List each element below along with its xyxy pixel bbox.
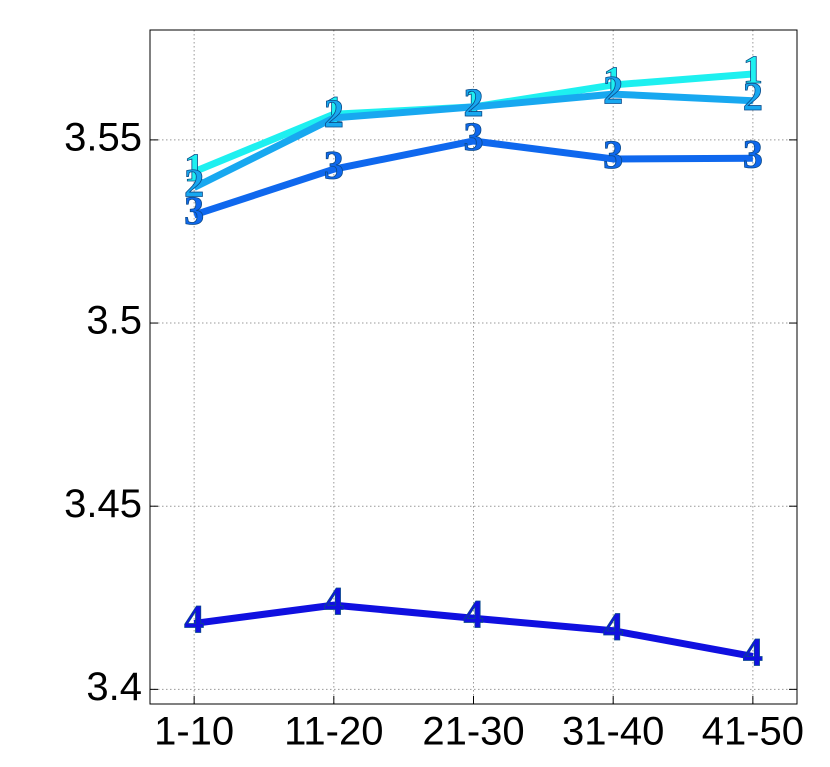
- y-tick-label: 3.5: [86, 299, 142, 343]
- y-tick-label: 3.55: [64, 115, 142, 159]
- y-tick-label: 3.4: [86, 665, 142, 709]
- x-tick-label: 31-40: [562, 710, 664, 754]
- series: 2 2 2 2 2: [184, 67, 764, 206]
- point-marker: 3: [324, 142, 344, 187]
- series-line: [193, 137, 753, 219]
- point-marker: 2: [464, 80, 484, 125]
- point-marker: 2: [743, 74, 763, 119]
- point-marker: 3: [184, 188, 204, 233]
- point-marker: 2: [184, 161, 204, 206]
- series: 4 4 4 4 4: [184, 578, 764, 675]
- x-tick-label: 21-30: [422, 710, 524, 754]
- x-tick-label: 41-50: [702, 710, 804, 754]
- series-line: [193, 601, 754, 660]
- point-marker: 4: [184, 597, 204, 642]
- point-marker: 2: [603, 67, 623, 112]
- series: 3 3 3 3 3: [184, 114, 764, 234]
- point-marker: 3: [603, 132, 623, 177]
- x-tick-label: 11-20: [284, 710, 383, 754]
- point-marker: 4: [464, 591, 484, 636]
- point-marker: 1: [184, 145, 204, 190]
- point-marker: 1: [743, 47, 763, 92]
- point-marker: 4: [603, 604, 623, 649]
- point-marker: 2: [324, 91, 344, 136]
- plot-frame: [149, 29, 798, 705]
- point-marker: 3: [464, 114, 484, 159]
- point-marker: 4: [743, 630, 763, 675]
- x-tick-label: 1-10: [154, 710, 234, 754]
- y-tick-label: 3.45: [64, 482, 142, 526]
- series-line: [192, 90, 754, 191]
- point-marker: 3: [743, 131, 763, 176]
- point-marker: 1: [464, 80, 484, 125]
- point-marker: 4: [324, 578, 344, 623]
